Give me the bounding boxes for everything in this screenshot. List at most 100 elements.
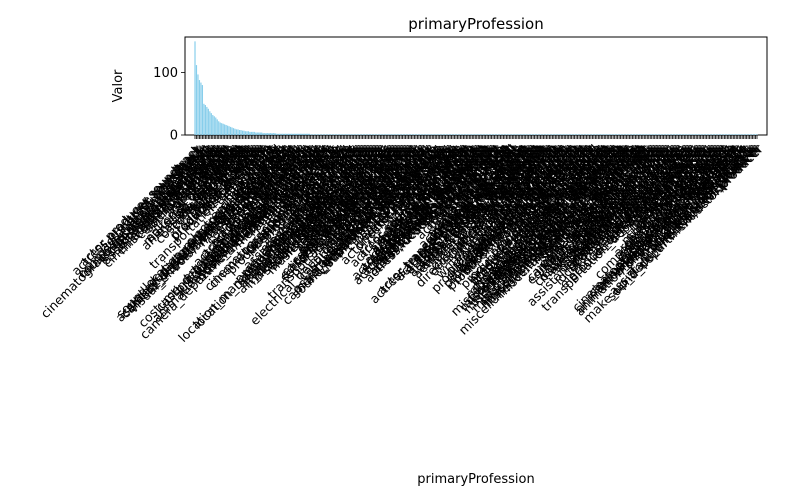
bar xyxy=(673,134,675,135)
bar xyxy=(397,134,399,135)
bar xyxy=(301,133,303,135)
bar xyxy=(361,134,364,135)
bar xyxy=(422,134,424,135)
bar xyxy=(522,134,524,135)
bar xyxy=(679,134,681,135)
bar xyxy=(243,130,245,135)
bar xyxy=(698,134,700,135)
bar xyxy=(360,134,362,135)
bar xyxy=(716,134,718,135)
bar xyxy=(510,134,512,135)
bar xyxy=(436,134,438,135)
bar xyxy=(473,134,475,135)
bar xyxy=(447,134,450,135)
bar xyxy=(606,134,608,135)
bar xyxy=(261,132,263,135)
bar xyxy=(571,134,573,135)
bar xyxy=(645,134,647,135)
bar xyxy=(204,105,206,135)
bar xyxy=(198,80,201,135)
bar xyxy=(240,130,242,135)
bar xyxy=(701,134,703,135)
bar xyxy=(667,134,669,135)
bar xyxy=(262,133,264,135)
bar xyxy=(541,134,543,135)
bar xyxy=(428,134,430,135)
bar xyxy=(450,134,453,135)
bar xyxy=(213,116,215,135)
bar xyxy=(286,133,288,135)
bar xyxy=(495,134,497,135)
bar xyxy=(648,134,650,135)
bar xyxy=(274,133,276,135)
bar xyxy=(737,134,739,135)
bar xyxy=(270,133,272,135)
bar xyxy=(292,133,294,135)
bar xyxy=(394,134,396,135)
bar xyxy=(230,126,232,135)
bar xyxy=(219,122,221,135)
bar xyxy=(750,134,752,135)
bar xyxy=(748,134,751,135)
bar xyxy=(505,134,507,135)
bar xyxy=(406,134,408,135)
bar xyxy=(459,134,462,135)
bar xyxy=(720,134,723,135)
bar xyxy=(339,134,341,135)
bar xyxy=(661,134,663,135)
bar xyxy=(462,134,464,135)
bar xyxy=(305,133,307,135)
bar xyxy=(471,134,473,135)
bar xyxy=(618,134,620,135)
bar xyxy=(347,134,349,135)
bar xyxy=(489,134,491,135)
bar xyxy=(341,134,343,135)
bar xyxy=(237,129,239,135)
bar xyxy=(683,134,685,135)
bar xyxy=(640,134,642,135)
bar xyxy=(700,134,702,135)
bar xyxy=(409,134,411,135)
bar xyxy=(754,134,757,135)
bar xyxy=(293,133,295,135)
bar xyxy=(695,134,697,135)
bar xyxy=(321,134,324,135)
bar xyxy=(446,134,448,135)
bar xyxy=(621,134,623,135)
bar xyxy=(533,134,536,135)
bar xyxy=(507,134,509,135)
bar xyxy=(479,134,481,135)
bar xyxy=(532,134,534,135)
bar xyxy=(680,134,682,135)
bar xyxy=(244,131,247,135)
bar xyxy=(634,134,636,135)
bar xyxy=(593,134,595,135)
bar xyxy=(470,134,472,135)
bar xyxy=(735,134,737,135)
bar xyxy=(565,134,567,135)
bar xyxy=(316,134,318,135)
bar xyxy=(247,131,249,135)
bar xyxy=(594,134,596,135)
bar xyxy=(637,134,639,135)
bar xyxy=(400,134,402,135)
bar xyxy=(587,134,589,135)
bar xyxy=(278,133,281,135)
bar xyxy=(744,134,746,135)
bar xyxy=(535,134,537,135)
bar xyxy=(508,134,510,135)
bar xyxy=(501,134,503,135)
bar xyxy=(600,134,602,135)
bar xyxy=(605,134,607,135)
bar xyxy=(624,134,626,135)
bar xyxy=(617,134,619,135)
bar xyxy=(290,133,292,135)
bar xyxy=(418,134,420,135)
bar xyxy=(442,134,444,135)
bar xyxy=(227,125,229,135)
bar xyxy=(314,134,316,135)
bar xyxy=(299,133,301,135)
bar xyxy=(488,134,490,135)
bar xyxy=(318,134,321,135)
bar xyxy=(410,134,413,135)
